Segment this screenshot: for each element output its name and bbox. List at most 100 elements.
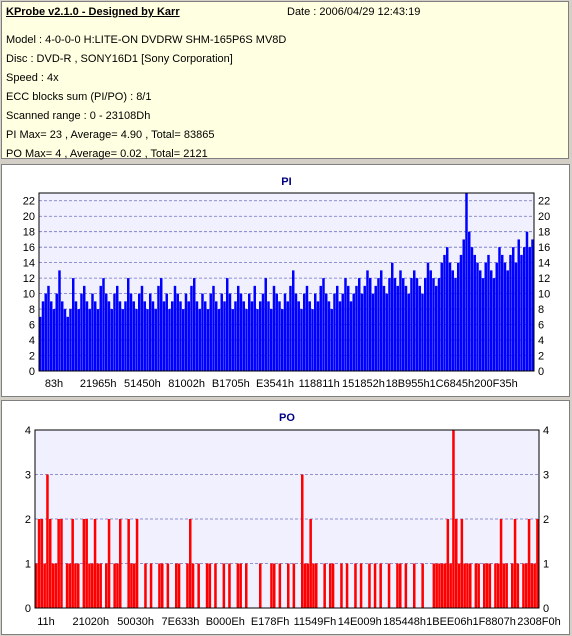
data-bar <box>270 563 273 608</box>
data-bar <box>446 519 450 608</box>
x-tick-label: 7E633h <box>161 616 199 628</box>
data-bar <box>333 293 336 371</box>
data-bar <box>157 285 160 371</box>
data-bar <box>457 563 461 608</box>
data-bar <box>466 563 469 608</box>
data-bar <box>499 519 503 608</box>
data-bar <box>443 563 447 608</box>
data-bar <box>460 519 464 608</box>
data-bar <box>512 247 515 371</box>
y-tick-label-left: 10 <box>23 289 35 301</box>
data-bar <box>113 563 116 608</box>
data-bar <box>237 285 240 371</box>
data-bar <box>209 293 212 371</box>
x-tick-label: 185448h <box>383 616 426 628</box>
data-bar <box>435 563 438 608</box>
y-tick-label-right: 12 <box>538 273 550 285</box>
data-bar <box>462 239 465 371</box>
data-bar <box>476 262 479 371</box>
data-bar <box>275 293 278 371</box>
data-bar <box>168 309 171 371</box>
data-bar <box>301 474 304 608</box>
data-bar <box>77 563 80 608</box>
data-bar <box>80 293 83 371</box>
info-header: KProbe v2.1.0 - Designed by Karr Date : … <box>1 1 569 160</box>
data-bar <box>289 285 292 371</box>
data-bar <box>483 563 486 608</box>
data-bar <box>250 301 254 371</box>
po-chart-panel: PO 0 0 1 1 2 2 3 3 4 4 11h 21020h 50030h 7E633h B000Eh E… <box>1 400 570 635</box>
drive-model: Model : 4-0-0-0 H:LITE-ON DVDRW SHM-165P… <box>6 34 287 46</box>
data-bar <box>443 254 446 371</box>
data-bar <box>509 254 512 371</box>
data-bar <box>415 278 419 371</box>
data-bar <box>186 563 189 608</box>
y-tick-label-right: 20 <box>538 211 550 223</box>
data-bar <box>140 285 144 371</box>
data-bar <box>52 309 56 371</box>
y-tick-label-right: 4 <box>538 335 544 347</box>
data-bar <box>41 301 45 371</box>
data-bar <box>226 278 229 371</box>
data-bar <box>278 563 282 608</box>
ecc-blocks: ECC blocks sum (PI/PO) : 8/1 <box>6 91 152 103</box>
pi-chart-panel: PI 0 0 2 2 4 4 6 6 8 8 10 10 12 12 14 14 16 16 18 18 20 20 22 22… <box>1 164 570 397</box>
data-bar <box>231 309 234 371</box>
data-bar <box>223 301 226 371</box>
data-bar <box>490 270 493 371</box>
data-bar <box>278 301 281 371</box>
data-bar <box>71 519 74 608</box>
data-bar <box>511 563 514 608</box>
data-bar <box>399 270 402 371</box>
data-bar <box>58 270 61 371</box>
data-bar <box>473 254 476 371</box>
app-title: KProbe v2.1.0 - Designed by Karr <box>6 6 180 18</box>
data-bar <box>418 285 421 371</box>
data-bar <box>536 519 539 608</box>
data-bar <box>438 563 441 608</box>
y-tick-label-left: 0 <box>29 366 35 378</box>
data-bar <box>488 563 492 608</box>
data-bar <box>88 563 91 608</box>
y-tick-label-left: 3 <box>25 470 31 482</box>
po-stats: PO Max= 4 , Average= 0.02 , Total= 2121 <box>6 148 208 160</box>
data-bar <box>448 262 452 371</box>
data-bar <box>173 285 177 371</box>
data-bar <box>485 563 489 608</box>
data-bar <box>91 293 94 371</box>
y-tick-label-left: 2 <box>29 351 35 363</box>
data-bar <box>51 563 55 608</box>
data-bar <box>99 285 102 371</box>
data-bar <box>292 563 296 608</box>
data-bar <box>382 285 386 371</box>
data-bar <box>54 563 58 608</box>
data-bar <box>385 293 388 371</box>
data-bar <box>477 563 480 608</box>
y-tick-label-left: 6 <box>29 320 35 332</box>
data-bar <box>88 309 91 371</box>
data-bar <box>121 309 124 371</box>
data-bar <box>294 293 298 371</box>
y-tick-label-right: 2 <box>543 514 549 526</box>
x-tick-label: B1705h <box>212 378 250 390</box>
data-bar <box>82 519 86 608</box>
data-bar <box>432 563 436 608</box>
data-bar <box>303 293 306 371</box>
data-bar <box>329 563 332 608</box>
data-bar <box>373 563 377 608</box>
data-bar <box>239 293 243 371</box>
data-bar <box>393 278 397 371</box>
data-bar <box>35 563 38 608</box>
chart-title: PI <box>281 176 291 188</box>
data-bar <box>502 563 506 608</box>
data-bar <box>228 293 232 371</box>
data-bar <box>314 293 317 371</box>
data-bar <box>256 309 259 371</box>
data-bar <box>57 519 60 608</box>
data-bar <box>217 309 221 371</box>
data-bar <box>306 563 310 608</box>
data-bar <box>421 293 424 371</box>
data-bar <box>522 563 525 608</box>
data-bar <box>77 309 80 371</box>
data-bar <box>533 563 536 608</box>
